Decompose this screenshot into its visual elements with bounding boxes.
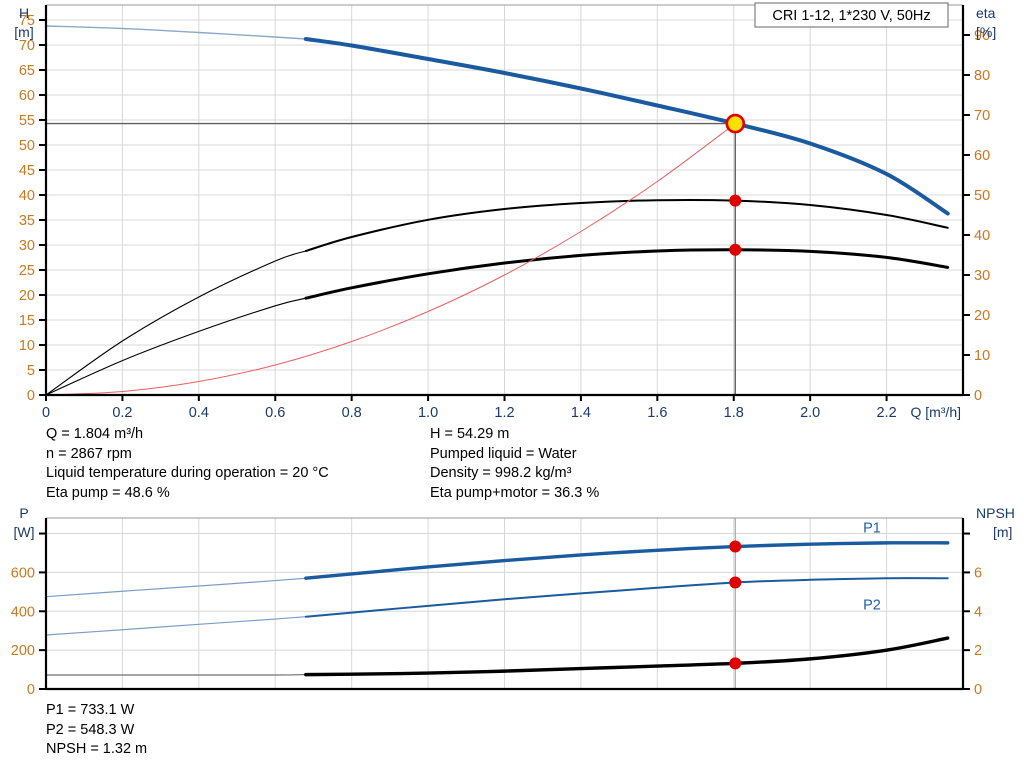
info-temp: Liquid temperature during operation = 20…: [46, 465, 329, 481]
x-tick-label: 0: [42, 405, 50, 420]
y-tick-label: 25: [19, 263, 35, 279]
y2-tick-label: 90: [974, 28, 990, 44]
eta-pump-motor-curve-thin: [45, 297, 307, 396]
y-tick-label: 0: [27, 388, 35, 404]
info-p2: P2 = 548.3 W: [46, 721, 135, 738]
x-tick-label: 0.2: [112, 405, 132, 420]
x-axis-title: Q [m³/h]: [910, 404, 961, 420]
y-tick-label: 0: [27, 682, 35, 698]
info-liquid: Pumped liquid = Water: [430, 445, 577, 462]
info-n: n = 2867 rpm: [46, 445, 132, 462]
y2-axis-title-line2: [%]: [976, 24, 996, 40]
x-tick-label: 0.6: [265, 405, 285, 420]
title-box: [754, 2, 949, 28]
y-tick-label: 5: [27, 363, 35, 379]
p1-curve: [304, 541, 950, 580]
power-npsh-chart: 0 200 400 600 0 2 4 6 P [W] NPSH [m] P1 P2: [11, 505, 1015, 698]
y-tick-label: 60: [19, 88, 35, 104]
y2-tick-label: 40: [974, 228, 990, 244]
y-axis-title-line1: H: [19, 5, 29, 21]
y2-tick-label: 50: [974, 188, 990, 204]
duty-point-info-right: H = 54.29 m Pumped liquid = Water Densit…: [430, 425, 599, 503]
y-tick-label: 400: [11, 604, 35, 620]
y2-tick-label: 2: [974, 643, 982, 659]
p1-curve-label: P1: [863, 521, 881, 537]
x-tick-label: 1.8: [724, 405, 744, 420]
p2-duty-marker: [729, 576, 742, 589]
y-tick-label: 30: [19, 238, 35, 254]
y2-axis-title-line2: [m]: [993, 524, 1012, 540]
eta-pump-curve-thin: [45, 250, 307, 396]
p1-curve-thin: [45, 577, 307, 598]
y2-tick-label: 0: [974, 388, 982, 404]
y2-tick-label: 80: [974, 68, 990, 84]
y2-tick-label: 30: [974, 268, 990, 284]
y2-tick-label: 4: [974, 604, 982, 620]
eta-pump-motor-curve: [304, 248, 950, 300]
y-tick-label: 20: [19, 288, 35, 304]
y-tick-label: 75: [19, 13, 35, 29]
eta-pump-duty-marker: [729, 194, 742, 207]
y2-tick-label: 6: [974, 565, 982, 581]
head-curve-thin: [45, 25, 307, 40]
y-axis-title-line2: [W]: [14, 524, 35, 540]
y-tick-label: 70: [19, 38, 35, 54]
y-tick-label: 35: [19, 213, 35, 229]
x-tick-label: 1.4: [571, 405, 591, 420]
y2-tick-label: 20: [974, 308, 990, 324]
y-axis-title-line2: [m]: [14, 24, 33, 40]
npsh-curve: [304, 636, 950, 677]
y-tick-label: 10: [19, 338, 35, 354]
npsh-duty-marker: [729, 657, 742, 670]
x-tick-label: 0.8: [342, 405, 362, 420]
x-tick-label: 1.6: [647, 405, 667, 420]
duty-point-marker[interactable]: [725, 113, 746, 134]
x-tick-label: 0.4: [189, 405, 209, 420]
info-density: Density = 998.2 kg/m³: [430, 465, 572, 481]
y2-tick-label: 10: [974, 348, 990, 364]
y2-axis-title-line1: eta: [976, 5, 996, 21]
y2-axis-title-line1: NPSH: [976, 505, 1015, 521]
y-axis-title-line1: P: [19, 505, 28, 521]
duty-point-info-left: Q = 1.804 m³/h n = 2867 rpm Liquid tempe…: [46, 425, 329, 503]
system-curve: [45, 123, 736, 396]
x-tick-label: 1.2: [494, 405, 514, 420]
head-curve: [303, 37, 950, 216]
p1-duty-marker: [729, 540, 742, 553]
y-tick-label: 200: [11, 643, 35, 659]
info-q: Q = 1.804 m³/h: [46, 426, 144, 442]
head-efficiency-chart: 0 5 10 15 20 25 30 35 40 45 50 55 60 65 70 75 0 10 20 30 40 5…: [14, 2, 996, 420]
y2-tick-label: 0: [974, 682, 982, 698]
info-eta-pump: Eta pump = 48.6 %: [46, 484, 170, 501]
info-eta-pump-motor: Eta pump+motor = 36.3 %: [430, 484, 600, 501]
y-tick-label: 40: [19, 188, 35, 204]
y-tick-label: 45: [19, 163, 35, 179]
p2-curve: [304, 577, 949, 618]
info-p1: P1 = 733.1 W: [46, 702, 135, 718]
y2-tick-label: 60: [974, 148, 990, 164]
top-chart-group: 0 5 10 15 20 25 30 35 40 45 50 55 60 65 70 75 0 10 20 30 40 5…: [14, 2, 996, 420]
eta-pump-motor-duty-marker: [729, 243, 742, 256]
x-tick-label: 1.0: [418, 405, 438, 420]
y-tick-label: 55: [19, 113, 35, 129]
power-info: P1 = 733.1 W P2 = 548.3 W NPSH = 1.32 m: [46, 701, 147, 760]
eta-pump-curve: [304, 198, 949, 252]
y-tick-label: 600: [11, 565, 35, 581]
x-tick-label: 2.2: [876, 405, 896, 420]
info-npsh: NPSH = 1.32 m: [46, 741, 148, 757]
bottom-chart-group: 0 200 400 600 0 2 4 6 P [W] NPSH [m] P1 P2: [11, 505, 1015, 698]
p2-curve-label: P2: [863, 597, 881, 613]
y2-tick-label: 70: [974, 108, 990, 124]
y-tick-label: 15: [19, 313, 35, 329]
info-h: H = 54.29 m: [430, 426, 510, 442]
p2-curve-thin: [45, 616, 307, 636]
y-tick-label: 50: [19, 138, 35, 154]
y-tick-label: 65: [19, 63, 35, 79]
x-tick-label: 2.0: [800, 405, 820, 420]
title-box-label: CRI 1-12, 1*230 V, 50Hz: [772, 8, 930, 24]
